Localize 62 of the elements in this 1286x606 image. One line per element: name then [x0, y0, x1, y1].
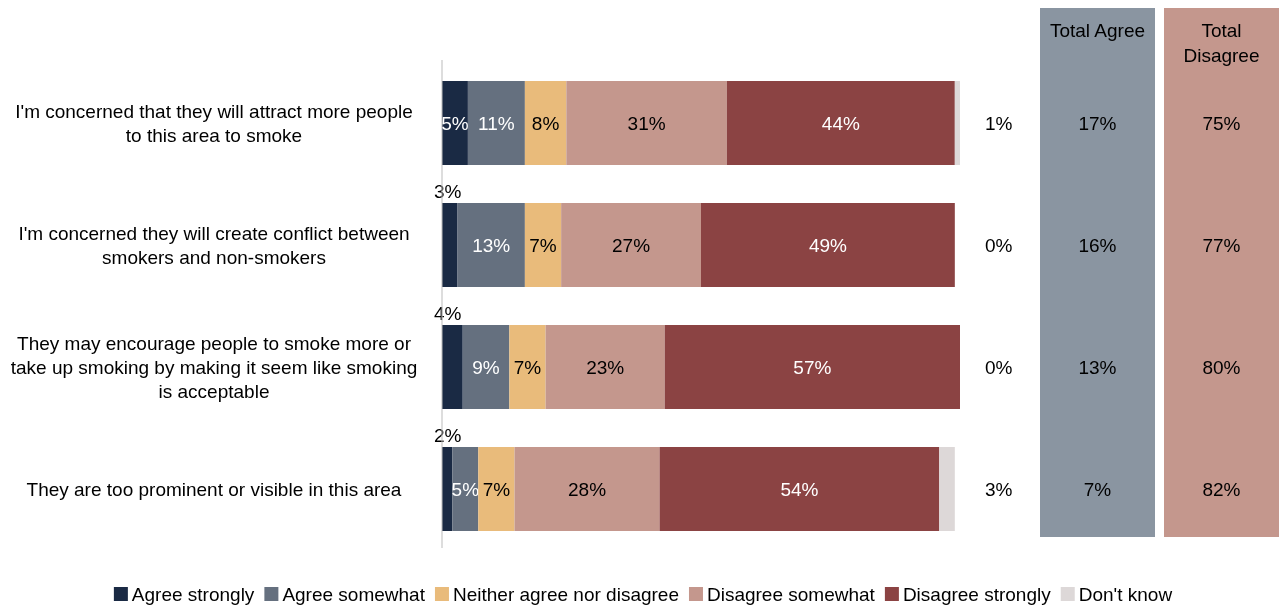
legend-label: Don't know [1078, 583, 1173, 605]
category-label: Total Agree [1049, 19, 1146, 41]
bar [701, 203, 955, 287]
y-tick-label: I'm concerned that they will attract more people to this area to smoke [15, 100, 413, 146]
bar [457, 203, 525, 287]
data-label: 54% [780, 478, 819, 500]
data-label: 1% [985, 112, 1013, 134]
data-label: 7% [513, 356, 542, 378]
data-label: 8% [531, 112, 560, 134]
text: 75% [1202, 112, 1241, 134]
bar [462, 325, 510, 409]
data-label: 0% [985, 234, 1013, 256]
bar [954, 81, 960, 165]
bar [509, 325, 546, 409]
data-label: 7% [529, 234, 557, 256]
y-tick-label: I'm concerned they will create conflict between smokers and non-smokers [18, 222, 410, 268]
data-label: 0% [985, 356, 1013, 378]
data-label: 49% [808, 234, 848, 256]
bar [524, 203, 562, 287]
data-label: 2% [434, 424, 462, 446]
legend-label: Agree strongly [131, 583, 255, 605]
bar [939, 447, 955, 531]
data-label: 9% [472, 356, 500, 378]
bar [561, 203, 701, 287]
data-label: 57% [793, 356, 832, 378]
text: 77% [1202, 234, 1241, 256]
text: 80% [1202, 356, 1241, 378]
data-label: 27% [612, 234, 651, 256]
data-label: 23% [586, 356, 625, 378]
legend-label: Disagree somewhat [706, 583, 876, 605]
data-label: 13% [472, 234, 511, 256]
data-label: 11% [478, 112, 515, 134]
legend-label: Disagree strongly [902, 583, 1052, 605]
y-tick-label: They are too prominent or visible in this area [26, 478, 402, 500]
bar [514, 447, 660, 531]
data-label: 7% [482, 478, 511, 500]
legend-label: Agree somewhat [282, 583, 426, 605]
bar [467, 81, 525, 165]
bar [664, 325, 960, 409]
text: 16% [1078, 234, 1117, 256]
data-label: 28% [568, 478, 607, 500]
bar [659, 447, 940, 531]
text: 13% [1078, 356, 1117, 378]
data-label: 31% [627, 112, 666, 134]
bar [442, 203, 458, 287]
data-label: 3% [985, 478, 1013, 500]
bar [478, 447, 515, 531]
bar [524, 81, 567, 165]
bar [442, 325, 463, 409]
bar [726, 81, 955, 165]
bar [566, 81, 727, 165]
text: 17% [1078, 112, 1117, 134]
data-label: 4% [434, 302, 462, 324]
data-label: 5% [441, 112, 469, 134]
category-label: Total Disagree [1183, 19, 1260, 66]
text: 7% [1083, 478, 1112, 500]
data-label: 3% [434, 180, 462, 202]
y-tick-label: They may encourage people to smoke more or take up smoking by making it seem like smoking is acceptable [10, 332, 418, 402]
bar [545, 325, 665, 409]
text: 82% [1202, 478, 1241, 500]
legend-label: Neither agree nor disagree [452, 583, 679, 605]
data-label: 44% [821, 112, 860, 134]
